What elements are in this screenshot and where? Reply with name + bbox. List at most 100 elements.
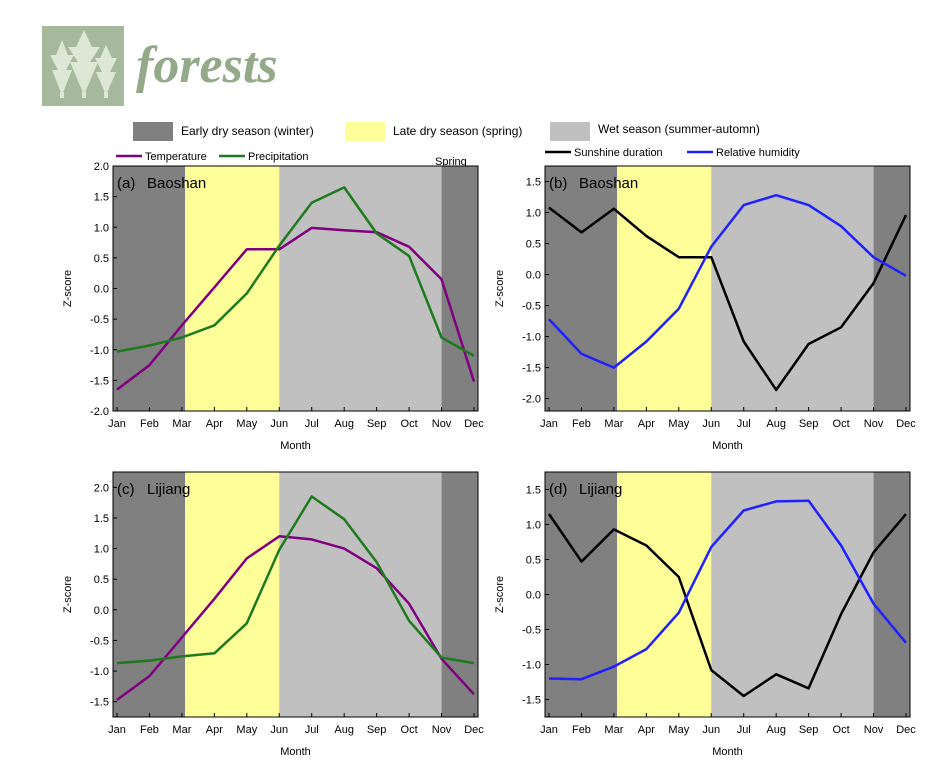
series-line-temperature — [116, 226, 476, 391]
y-tick-label: 1.5 — [94, 192, 109, 204]
x-tick-label: Aug — [766, 418, 786, 430]
chart-panels: 2.0 1.5 1.0 0.5 0.0 -0.5 -1.0 -1.5 -2.0 Jan Feb Mar… — [62, 161, 916, 758]
series-line-sunshine-duration — [548, 206, 908, 392]
y-tick-label: -0.5 — [90, 314, 109, 326]
x-tick-label: May — [236, 418, 257, 430]
journal-name: forests — [136, 37, 278, 94]
wet-season-swatch — [550, 122, 590, 141]
x-tick-label: Aug — [334, 724, 354, 736]
series-line-sunshine-duration — [547, 513, 907, 698]
season-band-early — [873, 166, 910, 411]
panel-label: (c) — [117, 481, 135, 498]
plot-frame — [112, 471, 479, 718]
x-axis-label: Month — [712, 746, 743, 758]
season-band-late — [185, 472, 280, 717]
series-line-relative-humidity — [548, 499, 907, 681]
x-tick-label: Oct — [401, 724, 418, 736]
x-tick-label: Mar — [172, 418, 191, 430]
y-axis-label: Z-score — [62, 576, 74, 613]
x-tick-label: Apr — [206, 418, 223, 430]
x-tick-label: Jul — [737, 724, 751, 736]
late-dry-label: Late dry season (spring) — [393, 124, 522, 138]
x-tick-label: Jan — [540, 724, 558, 736]
panel-title: Baoshan — [579, 175, 638, 192]
y-tick-label: -1.0 — [522, 332, 541, 344]
panel-title: Lijiang — [579, 481, 622, 498]
x-tick-label: Sep — [367, 724, 387, 736]
early-dry-swatch — [133, 122, 173, 141]
y-tick-label: -1.5 — [90, 697, 109, 709]
x-tick-label: Oct — [401, 418, 418, 430]
x-tick-label: Apr — [206, 724, 223, 736]
season-band-early — [545, 472, 618, 717]
x-tick-label: Jan — [108, 724, 126, 736]
panel-title: Baoshan — [147, 175, 206, 192]
panel-label: (a) — [117, 175, 135, 192]
x-tick-label: May — [668, 418, 689, 430]
y-tick-label: -2.0 — [90, 406, 109, 418]
series-line-precipitation — [116, 495, 475, 665]
late-dry-swatch — [345, 122, 385, 141]
season-band-early — [545, 166, 618, 411]
x-tick-label: Apr — [638, 418, 655, 430]
x-tick-label: Nov — [864, 724, 884, 736]
wet-season-label: Wet season (summer-automn) — [598, 122, 760, 136]
x-tick-label: Dec — [896, 724, 916, 736]
x-tick-label: Jun — [702, 724, 720, 736]
y-tick-label: 1.0 — [94, 222, 109, 234]
season-legend: Early dry season (winter) Late dry seaso… — [133, 122, 760, 141]
y-tick-label: 0.5 — [94, 574, 109, 586]
season-band-late — [617, 472, 712, 717]
x-tick-label: Jun — [270, 724, 288, 736]
x-axis-label: Month — [712, 440, 743, 452]
y-tick-label: -0.5 — [522, 301, 541, 313]
x-tick-label: Feb — [572, 724, 591, 736]
x-tick-label: Feb — [572, 418, 591, 430]
temperature-legend-label: Temperature — [145, 151, 207, 163]
x-tick-label: May — [668, 724, 689, 736]
x-tick-label: Jun — [702, 418, 720, 430]
precipitation-legend-label: Precipitation — [248, 151, 309, 163]
y-axis-label: Z-score — [62, 270, 74, 307]
season-band-wet — [711, 166, 874, 411]
season-band-late — [185, 166, 280, 411]
x-tick-label: Oct — [833, 418, 850, 430]
humidity-legend-label: Relative humidity — [716, 147, 800, 159]
series-line-temperature — [116, 535, 475, 701]
chart-panel-b: 1.5 1.0 0.5 0.0 -0.5 -1.0 -1.5 -2.0 Jan Feb Mar Apr… — [494, 165, 916, 452]
x-tick-label: Jan — [540, 418, 558, 430]
chart-panel-c: 2.0 1.5 1.0 0.5 0.0 -0.5 -1.0 -1.5 Jan Feb Mar Apr M… — [62, 471, 484, 758]
y-tick-label: 1.5 — [526, 485, 541, 497]
x-tick-label: Nov — [432, 724, 452, 736]
x-tick-label: Sep — [367, 418, 387, 430]
spring-label: Spring — [435, 156, 467, 168]
sunshine-legend-label: Sunshine duration — [574, 147, 663, 159]
y-tick-label: 1.0 — [94, 544, 109, 556]
y-tick-label: 1.0 — [526, 208, 541, 220]
x-tick-label: Mar — [172, 724, 191, 736]
y-tick-label: 2.0 — [94, 482, 109, 494]
x-tick-label: Mar — [604, 418, 623, 430]
y-tick-label: -2.0 — [522, 394, 541, 406]
season-band-wet — [279, 472, 442, 717]
x-axis-label: Month — [280, 440, 311, 452]
y-tick-label: 0.5 — [526, 239, 541, 251]
season-band-wet — [279, 166, 442, 411]
x-tick-label: Mar — [604, 724, 623, 736]
y-tick-label: 1.5 — [526, 177, 541, 189]
y-tick-label: 0.5 — [526, 555, 541, 567]
y-tick-label: 0.0 — [94, 605, 109, 617]
x-tick-label: May — [236, 724, 257, 736]
panel-label: (d) — [549, 481, 567, 498]
x-tick-label: Jul — [305, 724, 319, 736]
y-tick-label: -1.0 — [522, 660, 541, 672]
season-band-early — [113, 472, 186, 717]
season-band-early — [873, 472, 910, 717]
season-band-early — [441, 472, 478, 717]
x-tick-label: Dec — [464, 418, 484, 430]
y-tick-label: -1.0 — [90, 666, 109, 678]
season-band-early — [441, 166, 478, 411]
x-tick-label: Oct — [833, 724, 850, 736]
y-tick-label: 0.0 — [94, 284, 109, 296]
